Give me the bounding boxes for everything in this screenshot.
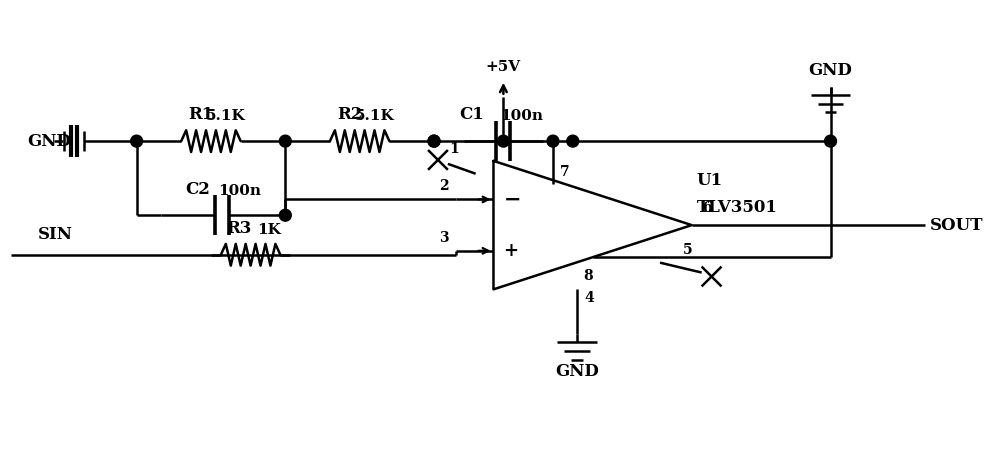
Text: GND: GND xyxy=(809,62,852,79)
Circle shape xyxy=(497,135,509,147)
Text: GND: GND xyxy=(28,133,71,149)
Text: 5: 5 xyxy=(683,243,693,257)
Text: R3: R3 xyxy=(226,220,251,237)
Text: C2: C2 xyxy=(185,181,210,198)
Text: C1: C1 xyxy=(459,106,484,123)
Circle shape xyxy=(547,135,559,147)
Text: GND: GND xyxy=(555,363,599,380)
Text: 8: 8 xyxy=(583,269,592,283)
Text: SOUT: SOUT xyxy=(930,217,983,234)
Text: −: − xyxy=(503,189,521,210)
Text: +: + xyxy=(503,242,518,260)
Circle shape xyxy=(428,135,440,147)
Text: 4: 4 xyxy=(585,291,594,306)
Text: 7: 7 xyxy=(560,165,570,179)
Text: 100n: 100n xyxy=(500,110,543,123)
Text: R2: R2 xyxy=(337,106,362,123)
Text: 5.1K: 5.1K xyxy=(355,110,394,123)
Text: U1: U1 xyxy=(697,172,723,189)
Circle shape xyxy=(279,135,291,147)
Circle shape xyxy=(825,135,836,147)
Text: 2: 2 xyxy=(439,180,449,194)
Text: 100n: 100n xyxy=(218,184,261,198)
Text: TLV3501: TLV3501 xyxy=(697,199,778,216)
Text: +5V: +5V xyxy=(486,60,521,74)
Circle shape xyxy=(279,209,291,221)
Circle shape xyxy=(567,135,579,147)
Text: 3: 3 xyxy=(439,231,449,245)
Circle shape xyxy=(428,135,440,147)
Text: 1K: 1K xyxy=(258,223,281,237)
Text: SIN: SIN xyxy=(37,226,72,243)
Text: 1: 1 xyxy=(449,142,459,156)
Text: R1: R1 xyxy=(188,106,214,123)
Text: 5.1K: 5.1K xyxy=(206,110,246,123)
Text: 6: 6 xyxy=(702,201,711,215)
Circle shape xyxy=(131,135,143,147)
